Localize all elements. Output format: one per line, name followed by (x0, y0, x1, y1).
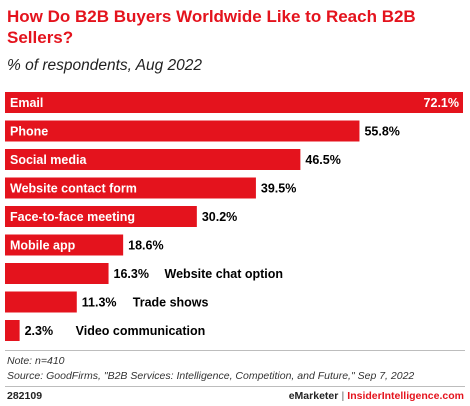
bar-category-label: Video communication (76, 324, 206, 338)
chart-note: Note: n=410 (7, 355, 65, 367)
bar (5, 177, 256, 199)
bar-value-label: 2.3% (25, 324, 54, 338)
bar-category-label: Mobile app (10, 239, 76, 253)
bar (5, 263, 109, 284)
bar-category-label: Website chat option (165, 267, 284, 281)
bar-category-label: Email (10, 96, 43, 110)
bar-value-label: 55.8% (364, 125, 399, 139)
bar (5, 234, 124, 256)
bar-value-label: 18.6% (128, 239, 163, 253)
bar-value-label: 46.5% (305, 153, 340, 167)
chart-id: 282109 (7, 390, 43, 402)
bar (5, 206, 197, 227)
bar (5, 120, 360, 142)
brand-name: eMarketer (288, 390, 339, 402)
bar-category-label: Website contact form (10, 182, 137, 196)
bar (5, 149, 301, 170)
bar (5, 320, 20, 341)
bar-value-label: 39.5% (261, 182, 296, 196)
bar-value-label: 16.3% (114, 267, 149, 281)
bar (5, 291, 77, 313)
bar (5, 92, 463, 113)
brand-footer: eMarketer | InsiderIntelligence.com (289, 390, 464, 402)
divider (5, 386, 465, 387)
bar-category-label: Phone (10, 125, 48, 139)
brand-url: InsiderIntelligence.com (347, 390, 464, 402)
bar-chart: Email 72.1% Phone 55.8% Social media 46.5% Web… (5, 92, 463, 341)
brand-separator: | (341, 390, 345, 402)
chart-subtitle: % of respondents, Aug 2022 (7, 57, 203, 74)
chart-source: Source: GoodFirms, "B2B Services: Intell… (7, 370, 415, 382)
bar-category-label: Trade shows (133, 296, 209, 310)
bar-category-label: Face-to-face meeting (10, 210, 135, 224)
bar-category-label: Social media (10, 153, 87, 167)
bar-value-label: 30.2% (202, 210, 237, 224)
divider (5, 350, 465, 351)
bar-value-label: 11.3% (82, 296, 117, 310)
chart-title: How Do B2B Buyers Worldwide Like to Reac… (7, 7, 416, 47)
bar-value-label: 72.1% (424, 96, 459, 110)
